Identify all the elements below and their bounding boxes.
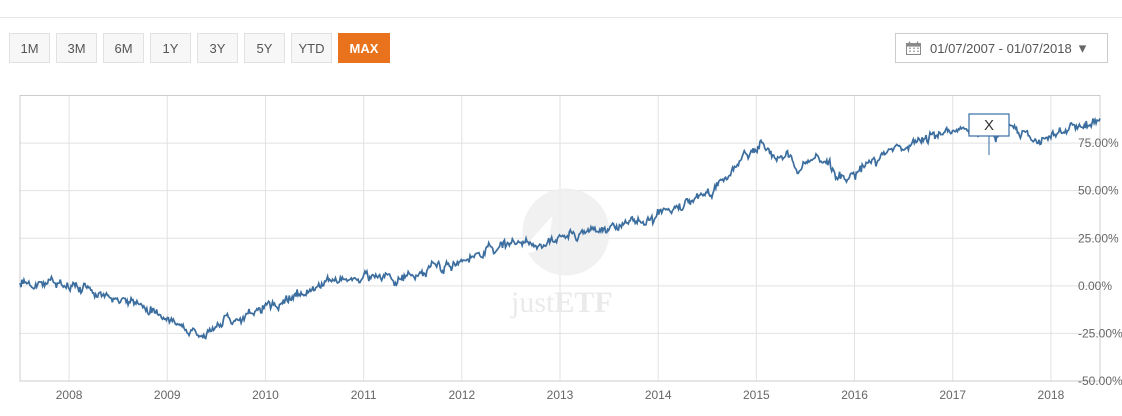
svg-text:50.00%: 50.00% (1078, 184, 1119, 198)
svg-text:2017: 2017 (939, 388, 966, 402)
svg-text:25.00%: 25.00% (1078, 231, 1119, 245)
svg-text:-25.00%: -25.00% (1078, 326, 1122, 340)
svg-text:-50.00%: -50.00% (1078, 374, 1122, 388)
svg-text:2011: 2011 (351, 388, 377, 402)
svg-text:2016: 2016 (841, 388, 868, 402)
svg-text:2012: 2012 (448, 388, 475, 402)
svg-text:2008: 2008 (56, 388, 83, 402)
svg-text:2013: 2013 (547, 388, 574, 402)
svg-text:2014: 2014 (645, 388, 672, 402)
svg-text:75.00%: 75.00% (1078, 136, 1119, 150)
svg-text:0.00%: 0.00% (1078, 279, 1112, 293)
svg-text:2018: 2018 (1038, 388, 1065, 402)
svg-text:X: X (984, 117, 994, 134)
svg-text:2010: 2010 (252, 388, 279, 402)
svg-text:2009: 2009 (154, 388, 181, 402)
svg-text:2015: 2015 (743, 388, 770, 402)
svg-text:justETF: justETF (510, 286, 613, 319)
